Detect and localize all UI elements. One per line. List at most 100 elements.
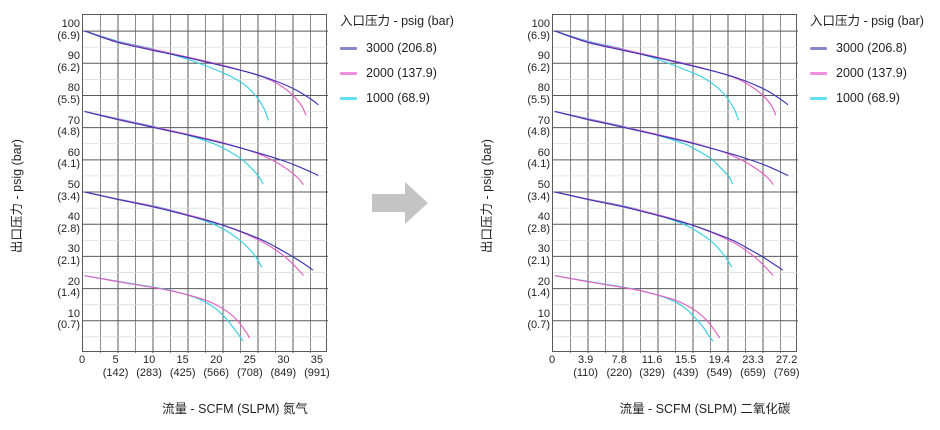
x-tick-slpm-value: (329)	[639, 366, 665, 379]
y-axis-title-right: 出口压力 - psig (bar)	[480, 139, 494, 253]
legend-swatch-2000	[810, 71, 827, 75]
y-tick-label: 40 (2.8)	[57, 212, 80, 235]
y-tick-label: 90 (6.2)	[527, 51, 550, 74]
y-tick-label: 80 (5.5)	[57, 83, 80, 106]
x-tick-label: 20 (566)	[203, 354, 229, 379]
x-tick-value: 27.2	[775, 354, 798, 366]
legend-right: 入口压力 - psig (bar) 3000 (206.8) 2000 (137…	[810, 10, 924, 116]
y-tick-bar-value: (2.1)	[527, 254, 550, 267]
x-tick-slpm-value: (549)	[706, 366, 733, 379]
series-line	[554, 275, 714, 342]
legend-title-right: 入口压力 - psig (bar)	[810, 14, 924, 28]
series-line	[84, 110, 319, 176]
x-tick-slpm-value: (220)	[606, 366, 633, 379]
legend-item-3000: 3000 (206.8)	[810, 41, 924, 55]
x-tick-slpm-value: (110)	[573, 366, 599, 379]
y-tick-bar-value: (0.7)	[527, 319, 550, 332]
x-tick-slpm-value: (425)	[169, 366, 196, 379]
x-tick-value: 7.8	[611, 354, 627, 366]
x-tick-label: 19.4 (549)	[707, 354, 733, 379]
legend-label-2000: 2000 (137.9)	[366, 66, 437, 80]
x-tick-slpm-value: (769)	[773, 366, 800, 379]
chart-carbon-dioxide: 出口压力 - psig (bar) 100 (6.9) 90 (6.2) 80 (5.5)…	[470, 0, 940, 430]
y-tick-value: 20	[537, 275, 550, 288]
y-tick-value: 60	[67, 146, 80, 159]
series-line	[84, 110, 264, 185]
y-tick-value: 10	[67, 307, 80, 320]
y-tick-label: 70 (4.8)	[57, 114, 80, 139]
x-tick-value: 10	[142, 354, 156, 366]
x-tick-label: 15.5 (439)	[673, 354, 699, 379]
y-tick-value: 50	[67, 179, 80, 192]
plot-area-nitrogen	[82, 14, 328, 353]
series-line	[554, 110, 789, 176]
x-tick-label: 15 (425)	[170, 354, 196, 379]
series-line	[554, 30, 789, 106]
x-tick-label: 0	[79, 354, 85, 367]
y-tick-label: 50 (3.4)	[57, 180, 80, 203]
y-tick-label: 50 (3.4)	[527, 180, 550, 203]
y-tick-bar-value: (4.8)	[57, 126, 80, 139]
x-tick-slpm-value: (708)	[236, 366, 263, 379]
x-tick-value: 30	[277, 354, 290, 366]
series-line	[84, 275, 251, 339]
legend-title-left: 入口压力 - psig (bar)	[340, 14, 454, 28]
y-tick-value: 40	[537, 211, 550, 224]
x-tick-value: 35	[310, 354, 324, 366]
y-tick-value: 60	[537, 146, 550, 159]
series-line	[554, 191, 784, 271]
legend-label-2000: 2000 (137.9)	[836, 66, 907, 80]
y-tick-bar-value: (5.5)	[57, 93, 80, 106]
y-tick-value: 100	[61, 18, 80, 31]
y-tick-label: 100 (6.9)	[527, 19, 550, 42]
y-tick-value: 10	[537, 307, 550, 320]
series-line	[84, 191, 314, 271]
x-tick-value: 20	[210, 354, 223, 366]
x-tick-value: 19.4	[708, 354, 731, 366]
x-tick-slpm-value: (566)	[203, 366, 230, 379]
y-tick-bar-value: (6.9)	[527, 29, 550, 42]
x-tick-slpm-value: (991)	[304, 366, 330, 379]
y-tick-label: 30 (2.1)	[57, 244, 80, 267]
y-tick-label: 20 (1.4)	[527, 275, 550, 300]
legend-label-3000: 3000 (206.8)	[366, 41, 437, 55]
legend-swatch-3000	[340, 46, 357, 50]
y-tick-value: 80	[67, 82, 80, 95]
x-tick-label: 35 (991)	[304, 354, 330, 379]
y-tick-label: 90 (6.2)	[57, 51, 80, 74]
legend-item-2000: 2000 (137.9)	[340, 66, 454, 80]
y-tick-label: 60 (4.1)	[527, 146, 550, 171]
x-tick-slpm-value: (849)	[270, 366, 297, 379]
x-tick-value: 5	[112, 354, 119, 366]
y-axis-title-left: 出口压力 - psig (bar)	[10, 139, 24, 253]
y-tick-value: 90	[537, 50, 550, 63]
x-tick-value: 25	[243, 354, 256, 366]
legend-swatch-1000	[340, 96, 357, 100]
x-tick-label: 30 (849)	[271, 354, 297, 379]
x-tick-value: 15	[176, 354, 189, 366]
legend-item-2000: 2000 (137.9)	[810, 66, 924, 80]
y-tick-bar-value: (6.2)	[57, 61, 80, 74]
y-tick-label: 10 (0.7)	[57, 307, 80, 332]
y-tick-bar-value: (3.4)	[527, 190, 550, 203]
x-tick-label: 11.6 (329)	[639, 354, 665, 379]
y-tick-bar-value: (1.4)	[527, 287, 550, 300]
y-tick-bar-value: (2.1)	[57, 254, 80, 267]
legend-item-1000: 1000 (68.9)	[810, 91, 924, 105]
y-tick-bar-value: (3.4)	[57, 190, 80, 203]
y-tick-value: 30	[67, 243, 80, 256]
y-tick-bar-value: (2.8)	[527, 222, 550, 235]
y-tick-label: 40 (2.8)	[527, 212, 550, 235]
y-tick-bar-value: (5.5)	[527, 93, 550, 106]
chart-caption-carbon-dioxide: 流量 - SCFM (SLPM) 二氧化碳	[619, 402, 791, 416]
y-tick-bar-value: (6.9)	[57, 29, 80, 42]
series-line	[554, 275, 721, 339]
x-tick-label: 3.9 (110)	[573, 354, 598, 379]
x-tick-value: 0	[548, 354, 556, 366]
y-tick-value: 70	[67, 114, 80, 127]
y-tick-label: 20 (1.4)	[57, 276, 80, 300]
x-tick-label: 10 (283)	[136, 354, 162, 379]
series-line	[554, 30, 740, 121]
series-line	[84, 275, 244, 342]
y-tick-bar-value: (0.7)	[57, 319, 80, 332]
